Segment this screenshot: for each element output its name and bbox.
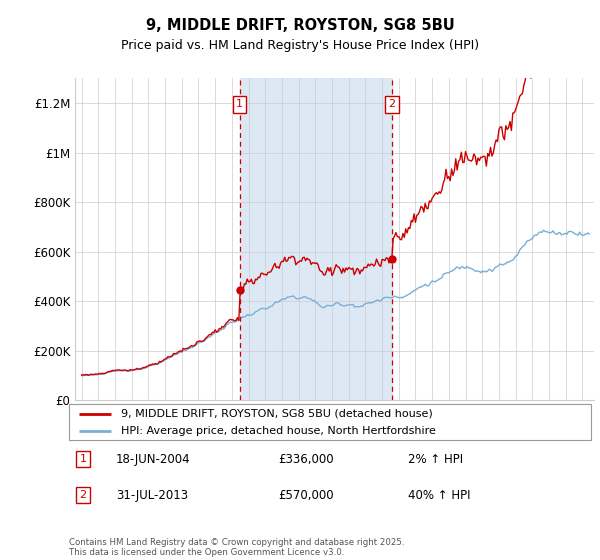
FancyBboxPatch shape [69,404,591,440]
Text: 1: 1 [79,454,86,464]
Text: 18-JUN-2004: 18-JUN-2004 [116,452,191,465]
Text: 9, MIDDLE DRIFT, ROYSTON, SG8 5BU: 9, MIDDLE DRIFT, ROYSTON, SG8 5BU [146,18,454,32]
Text: £570,000: £570,000 [278,489,334,502]
Text: 2: 2 [388,100,395,109]
Text: 31-JUL-2013: 31-JUL-2013 [116,489,188,502]
Text: Contains HM Land Registry data © Crown copyright and database right 2025.
This d: Contains HM Land Registry data © Crown c… [69,538,404,557]
Text: 9, MIDDLE DRIFT, ROYSTON, SG8 5BU (detached house): 9, MIDDLE DRIFT, ROYSTON, SG8 5BU (detac… [121,409,433,419]
Text: 2: 2 [79,491,86,500]
Text: 2% ↑ HPI: 2% ↑ HPI [409,452,463,465]
Text: Price paid vs. HM Land Registry's House Price Index (HPI): Price paid vs. HM Land Registry's House … [121,39,479,53]
Text: 1: 1 [236,100,243,109]
Text: £336,000: £336,000 [278,452,334,465]
Text: HPI: Average price, detached house, North Hertfordshire: HPI: Average price, detached house, Nort… [121,426,436,436]
Bar [239,78,392,400]
Text: 40% ↑ HPI: 40% ↑ HPI [409,489,471,502]
